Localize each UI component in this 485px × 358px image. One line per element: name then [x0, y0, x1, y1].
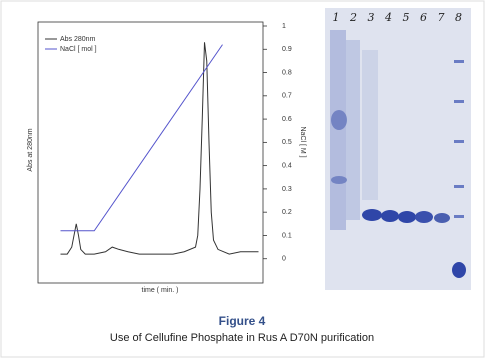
lane-label: 3 [368, 11, 375, 24]
lane-label: 8 [455, 11, 462, 24]
y2-tick-label: 1 [282, 23, 286, 30]
gel-marker [454, 140, 464, 143]
y2-tick-label: 0.6 [282, 116, 292, 123]
data-line [60, 44, 223, 232]
lane-label: 6 [420, 11, 427, 24]
gel-band [398, 211, 416, 223]
gel-band [434, 213, 450, 223]
gel-marker [454, 60, 464, 63]
gel-band [331, 176, 347, 184]
y2-tick-label: 0.7 [282, 93, 292, 100]
gel-marker [454, 215, 464, 218]
gel-band [452, 262, 466, 278]
lane-label: 7 [438, 11, 445, 24]
y2-tick-label: 0.4 [282, 162, 292, 169]
y2-tick-label: 0.8 [282, 69, 292, 76]
x-axis-label: time ( min. ) [142, 287, 179, 294]
gel-background [325, 8, 471, 290]
y2-tick-label: 0.9 [282, 46, 292, 53]
gel-marker [454, 100, 464, 103]
caption-title: Figure 4 [219, 314, 266, 328]
y2-axis-label: NaCl [ M ] [299, 126, 306, 157]
y2-tick-label: 0.1 [282, 232, 292, 239]
y-axis-label: Abs at 280nm [27, 128, 34, 171]
legend-label: NaCl [ mol ] [60, 46, 97, 53]
y2-tick-label: 0 [282, 256, 286, 263]
lane-label: 4 [384, 11, 392, 24]
lane-label: 5 [403, 11, 410, 24]
y2-tick-label: 0.3 [282, 186, 292, 193]
lane-label: 1 [333, 11, 340, 24]
gel-smear [346, 40, 360, 220]
gel-marker [454, 185, 464, 188]
y2-tick-label: 0.5 [282, 139, 292, 146]
gel-smear [362, 50, 378, 200]
lane-label: 2 [349, 11, 357, 24]
plot-frame [37, 21, 264, 284]
gel-band [415, 211, 433, 223]
gel-smear [330, 30, 346, 230]
gel-band [331, 110, 347, 130]
gel-image [325, 8, 471, 290]
gel-band [381, 210, 399, 222]
data-line [60, 42, 259, 255]
y2-tick-label: 0.2 [282, 209, 292, 216]
gel-band [362, 209, 382, 221]
legend-label: Abs 280nm [60, 36, 96, 43]
caption-text: Use of Cellufine Phosphate in Rus A D70N… [110, 332, 374, 344]
